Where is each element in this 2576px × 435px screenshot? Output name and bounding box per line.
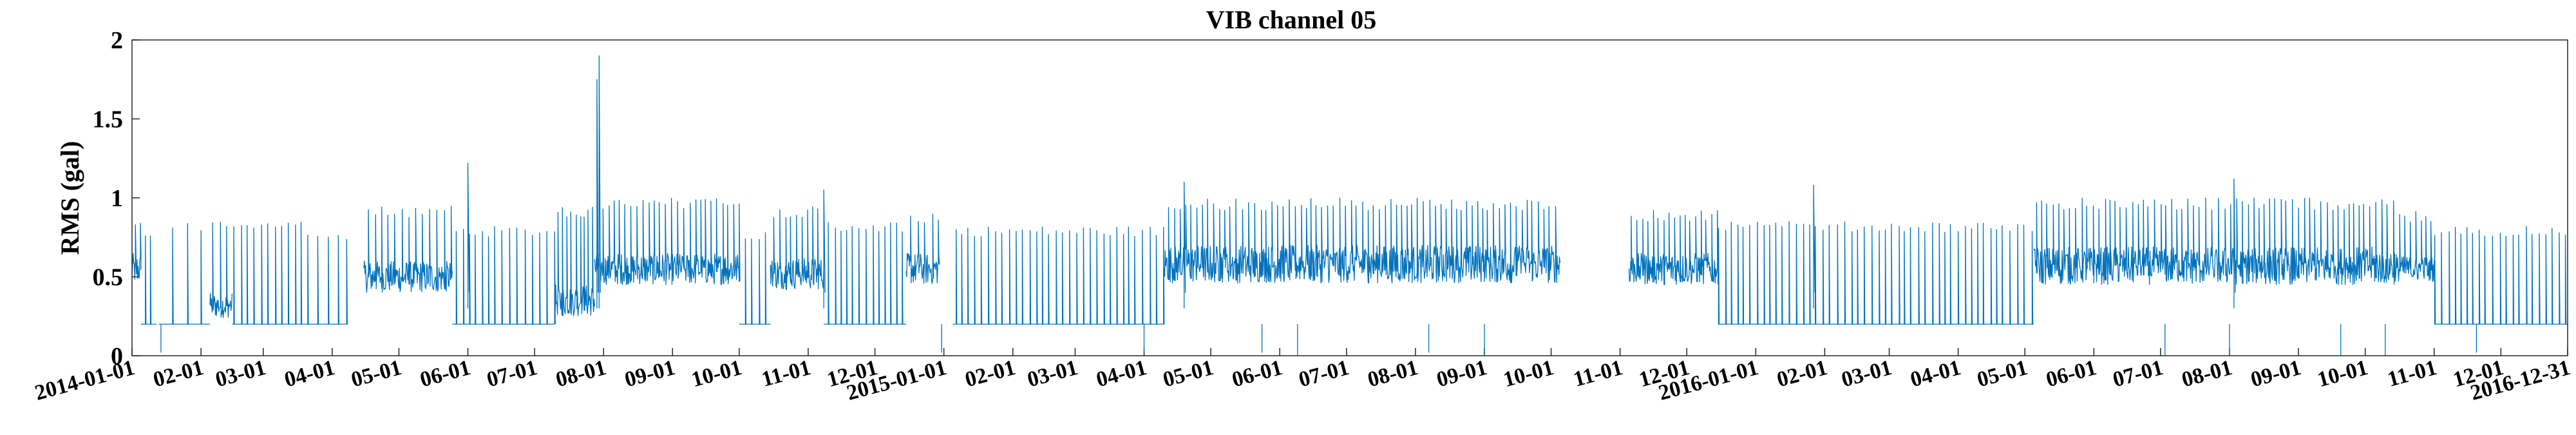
y-axis-ticks: 0 0.5 1 1.5 2	[93, 27, 140, 370]
y-tick-label: 1.5	[93, 106, 124, 133]
y-tick-label: 1	[111, 185, 123, 212]
series-line	[131, 55, 2568, 356]
y-tick-label: 0.5	[93, 264, 124, 291]
y-axis-title: RMS (gal)	[55, 141, 84, 255]
y-tick-label: 2	[111, 27, 123, 54]
chart-title: VIB channel 05	[1206, 5, 1377, 34]
plot-area-frame	[131, 39, 2568, 356]
y-tick-label: 0	[111, 343, 123, 370]
